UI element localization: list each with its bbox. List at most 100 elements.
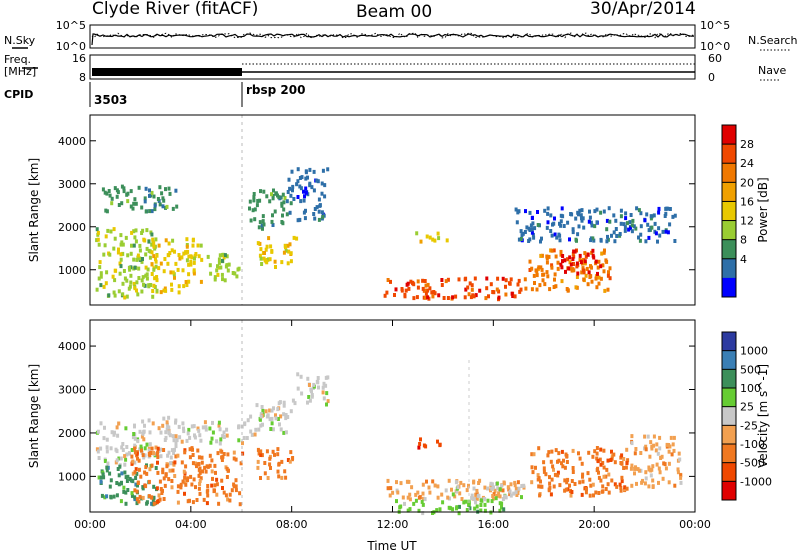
power-cell-5-8: [271, 223, 275, 227]
power-cell-1-69: [182, 251, 186, 256]
velocity-cell-2-173: [136, 456, 139, 461]
power-cell-2-11: [217, 260, 221, 265]
velocity-cell-1-55: [99, 479, 103, 484]
power-cell-0-71: [150, 242, 154, 247]
velocity-cell-2-42: [162, 448, 166, 452]
power-cell-0-83: [135, 288, 138, 293]
power-cell-8-58: [559, 252, 563, 257]
power-cell-10-108: [618, 232, 622, 236]
velocity-cell-0-77: [169, 455, 173, 460]
velocity-cell-2-156: [156, 446, 160, 451]
power-cell-3-43: [122, 189, 126, 194]
velocity-cell-1-37: [141, 486, 145, 491]
power-cell-6-51: [304, 190, 308, 195]
velocity-cell-1-56: [124, 475, 128, 480]
velocity-cell-10-65: [532, 452, 536, 457]
power-cell-10-50: [673, 239, 677, 243]
power-cell-0-7: [95, 238, 99, 243]
power-cell-3-40: [110, 201, 114, 206]
velocity-cell-11-52: [655, 462, 659, 467]
velocity-cell-2-91: [176, 500, 180, 505]
velocity-x-tick-label-1: 04:00: [175, 518, 207, 531]
power-cell-2-28: [227, 262, 231, 267]
power-cell-10-13: [622, 222, 626, 227]
power-cell-3-59: [133, 197, 137, 202]
velocity-cell-3-16: [201, 425, 205, 430]
velocity-cell-2-113: [195, 464, 198, 469]
power-cell-0-81: [137, 266, 141, 271]
velocity-cell-7-17: [514, 486, 518, 491]
power-cell-7-36: [394, 287, 398, 292]
power-cell-10-136: [590, 223, 594, 228]
power-cell-4-29: [292, 235, 296, 240]
velocity-cell-2-179: [150, 463, 154, 468]
velocity-cell-11-63: [655, 442, 659, 447]
power-cell-10-140: [528, 228, 532, 232]
power-cell-5-23: [261, 219, 265, 224]
power-cell-5-16: [271, 196, 275, 201]
power-cell-7-11: [454, 294, 458, 299]
power-cell-6-10: [315, 205, 319, 210]
velocity-cell-2-88: [161, 467, 165, 472]
velocity-cell-7-32: [478, 478, 482, 483]
x-axis-label: Time UT: [366, 539, 417, 553]
velocity-cell-10-120: [602, 465, 606, 470]
velocity-cell-5-0: [257, 427, 261, 432]
power-cell-10-81: [639, 211, 643, 216]
power-cell-7-85: [444, 279, 448, 284]
power-cell-10-91: [549, 229, 553, 233]
velocity-cell-2-166: [191, 500, 195, 505]
power-cell-7-34: [496, 276, 500, 281]
velocity-cell-0-116: [105, 445, 109, 450]
velocity-cell-0-11: [103, 459, 107, 463]
velocity-cell-10-96: [619, 486, 623, 490]
power-cell-3-30: [160, 191, 164, 196]
power-cell-8-91: [581, 266, 585, 271]
velocity-cell-10-85: [623, 485, 627, 490]
velocity-cell-3-20: [177, 424, 181, 429]
power-cell-0-17: [141, 228, 145, 233]
power-cell-7-35: [412, 296, 416, 301]
power-colorbar-swatch-3: [722, 182, 736, 202]
power-cell-7-78: [416, 285, 420, 290]
power-cell-10-159: [595, 220, 599, 225]
power-cell-3-48: [158, 202, 162, 207]
velocity-cell-11-36: [667, 449, 671, 454]
velocity-cell-8-5: [414, 498, 418, 503]
power-cell-8-73: [537, 265, 541, 270]
velocity-cell-8-48: [421, 502, 425, 507]
power-cell-6-28: [289, 201, 293, 206]
velocity-cell-0-60: [103, 425, 106, 430]
power-cell-8-8: [585, 266, 589, 271]
velocity-cell-0-69: [148, 442, 152, 447]
velocity-cell-5-30: [266, 413, 270, 418]
velocity-cell-1-59: [124, 501, 128, 506]
power-cell-0-32: [104, 281, 108, 286]
velocity-cell-11-70: [656, 451, 660, 456]
power-cell-7-5: [424, 283, 428, 288]
power-cell-8-104: [538, 283, 542, 288]
power-cell-1-50: [163, 286, 167, 291]
velocity-cell-3-4: [218, 441, 222, 446]
power-cell-0-108: [135, 257, 139, 262]
power-cell-0-45: [113, 236, 117, 241]
velocity-cell-9-17: [508, 489, 512, 494]
power-cell-9-8: [582, 268, 585, 273]
velocity-cell-0-7: [97, 456, 101, 460]
power-cell-7-82: [426, 282, 430, 287]
power-cell-8-90: [602, 269, 606, 274]
velocity-cell-0-61: [112, 432, 116, 437]
power-cell-2-13: [221, 258, 224, 263]
velocity-cell-2-168: [198, 478, 202, 483]
power-cell-3-9: [113, 186, 117, 191]
power-cell-1-59: [155, 253, 159, 258]
power-cell-3-52: [167, 186, 171, 191]
velocity-cell-7-49: [446, 495, 450, 500]
velocity-cell-3-28: [243, 421, 247, 426]
velocity-cell-4-28: [268, 462, 272, 467]
velocity-cell-7-14: [396, 490, 400, 495]
power-cell-4-7: [267, 257, 270, 262]
velocity-cell-10-10: [544, 472, 548, 477]
velocity-cell-8-39: [502, 507, 506, 512]
velocity-cell-2-59: [232, 450, 236, 455]
